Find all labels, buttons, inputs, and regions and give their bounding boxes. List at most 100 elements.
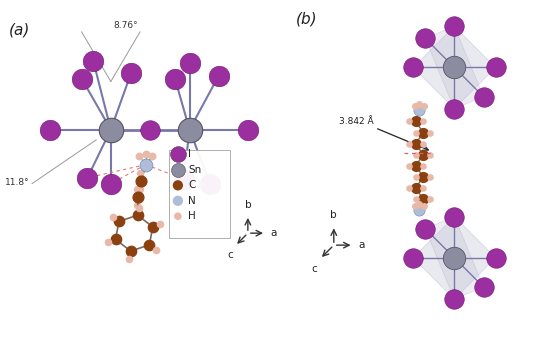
Point bbox=[244, 127, 252, 132]
Point bbox=[214, 73, 223, 78]
Point bbox=[421, 35, 429, 41]
Point bbox=[109, 214, 117, 219]
FancyBboxPatch shape bbox=[169, 150, 231, 238]
Point bbox=[83, 175, 92, 180]
Text: (a): (a) bbox=[9, 23, 30, 38]
Point bbox=[404, 141, 413, 146]
Text: c: c bbox=[312, 264, 318, 273]
Text: b: b bbox=[330, 210, 337, 220]
Point bbox=[77, 76, 86, 81]
Point bbox=[415, 107, 424, 113]
Polygon shape bbox=[425, 217, 483, 299]
Point bbox=[450, 106, 458, 112]
Point bbox=[450, 255, 458, 261]
Point bbox=[145, 242, 154, 247]
Point bbox=[426, 130, 435, 135]
Point bbox=[137, 178, 146, 184]
Point bbox=[418, 163, 427, 169]
Text: C: C bbox=[188, 180, 195, 190]
Point bbox=[146, 127, 154, 132]
Point bbox=[404, 163, 413, 169]
Polygon shape bbox=[413, 217, 496, 299]
Point bbox=[45, 127, 54, 132]
Point bbox=[411, 103, 420, 108]
Point bbox=[411, 141, 420, 146]
Point bbox=[415, 101, 424, 106]
Polygon shape bbox=[413, 26, 496, 109]
Point bbox=[156, 222, 165, 227]
Point bbox=[148, 154, 157, 159]
Point bbox=[419, 196, 428, 202]
Point bbox=[479, 284, 488, 290]
Point bbox=[173, 198, 182, 203]
Point bbox=[141, 162, 150, 167]
Point bbox=[420, 203, 428, 209]
Text: (b): (b) bbox=[296, 11, 318, 26]
Point bbox=[419, 130, 428, 135]
Point bbox=[412, 152, 421, 158]
Point bbox=[173, 167, 182, 173]
Point bbox=[479, 94, 488, 99]
Point bbox=[411, 163, 420, 169]
Point bbox=[411, 185, 420, 191]
Polygon shape bbox=[425, 26, 483, 109]
Point bbox=[421, 226, 429, 231]
Point bbox=[133, 213, 142, 218]
Point bbox=[104, 239, 112, 245]
Point bbox=[412, 130, 421, 135]
Point bbox=[412, 174, 421, 179]
Point bbox=[133, 194, 142, 199]
Point bbox=[415, 208, 424, 213]
Point bbox=[419, 174, 428, 179]
Point bbox=[148, 224, 157, 230]
Text: I: I bbox=[188, 149, 191, 160]
Text: c: c bbox=[227, 250, 233, 260]
Text: 8.76°: 8.76° bbox=[114, 22, 138, 30]
Text: H: H bbox=[188, 211, 196, 221]
Point bbox=[126, 248, 135, 254]
Point bbox=[132, 202, 141, 208]
Point bbox=[173, 214, 182, 219]
Text: a: a bbox=[358, 240, 365, 250]
Point bbox=[419, 152, 428, 158]
Point bbox=[404, 119, 413, 124]
Point bbox=[418, 185, 427, 191]
Point bbox=[409, 65, 417, 70]
Point bbox=[412, 196, 421, 202]
Point bbox=[415, 201, 424, 206]
Point bbox=[106, 181, 115, 186]
Point bbox=[185, 60, 194, 65]
Point bbox=[450, 296, 458, 302]
Point bbox=[418, 119, 427, 124]
Point bbox=[185, 127, 194, 132]
Point bbox=[450, 65, 458, 70]
Point bbox=[411, 203, 420, 209]
Point bbox=[135, 154, 144, 159]
Text: b: b bbox=[245, 200, 251, 210]
Point bbox=[411, 119, 420, 124]
Point bbox=[450, 24, 458, 29]
Point bbox=[132, 186, 141, 191]
Text: 11.8°: 11.8° bbox=[4, 178, 29, 187]
Point bbox=[173, 152, 182, 157]
Text: a: a bbox=[271, 228, 276, 238]
Point bbox=[420, 103, 428, 108]
Point bbox=[136, 186, 145, 191]
Point bbox=[141, 152, 150, 157]
Point bbox=[106, 127, 115, 132]
Text: Sn: Sn bbox=[188, 165, 201, 175]
Text: 3.842 Å: 3.842 Å bbox=[339, 117, 374, 126]
Point bbox=[409, 255, 417, 261]
Point bbox=[418, 141, 427, 146]
Point bbox=[206, 181, 214, 186]
Point bbox=[134, 205, 143, 211]
Point bbox=[125, 256, 133, 261]
Point bbox=[136, 170, 145, 175]
Text: N: N bbox=[188, 196, 196, 206]
Point bbox=[426, 174, 435, 179]
Point bbox=[127, 70, 136, 75]
Point bbox=[450, 214, 458, 219]
Point bbox=[491, 65, 500, 70]
Point bbox=[111, 237, 120, 242]
Point bbox=[426, 152, 435, 158]
